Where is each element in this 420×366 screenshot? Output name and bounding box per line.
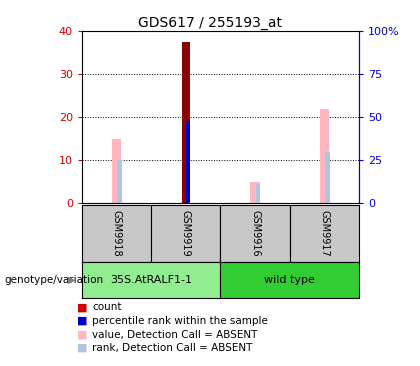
Text: GSM9919: GSM9919 [181, 210, 191, 257]
Text: rank, Detection Call = ABSENT: rank, Detection Call = ABSENT [92, 343, 253, 353]
Text: GSM9916: GSM9916 [250, 210, 260, 257]
Text: GSM9918: GSM9918 [112, 210, 121, 257]
Text: wild type: wild type [264, 275, 315, 285]
Text: ▶: ▶ [68, 275, 76, 285]
Text: ■: ■ [77, 343, 87, 353]
Text: 35S.AtRALF1-1: 35S.AtRALF1-1 [110, 275, 192, 285]
Text: genotype/variation: genotype/variation [4, 275, 103, 285]
Text: GDS617 / 255193_at: GDS617 / 255193_at [138, 16, 282, 30]
Bar [256, 184, 260, 203]
Text: ■: ■ [77, 329, 87, 340]
Text: percentile rank within the sample: percentile rank within the sample [92, 316, 268, 326]
Text: count: count [92, 302, 122, 313]
Bar [320, 108, 329, 203]
Text: ■: ■ [77, 316, 87, 326]
Bar [117, 160, 122, 203]
Bar [112, 139, 121, 203]
Text: ■: ■ [77, 302, 87, 313]
Bar [182, 42, 190, 203]
Bar [325, 152, 330, 203]
Text: value, Detection Call = ABSENT: value, Detection Call = ABSENT [92, 329, 258, 340]
Text: GSM9917: GSM9917 [320, 210, 329, 257]
Bar [186, 122, 190, 203]
Bar [250, 182, 260, 203]
